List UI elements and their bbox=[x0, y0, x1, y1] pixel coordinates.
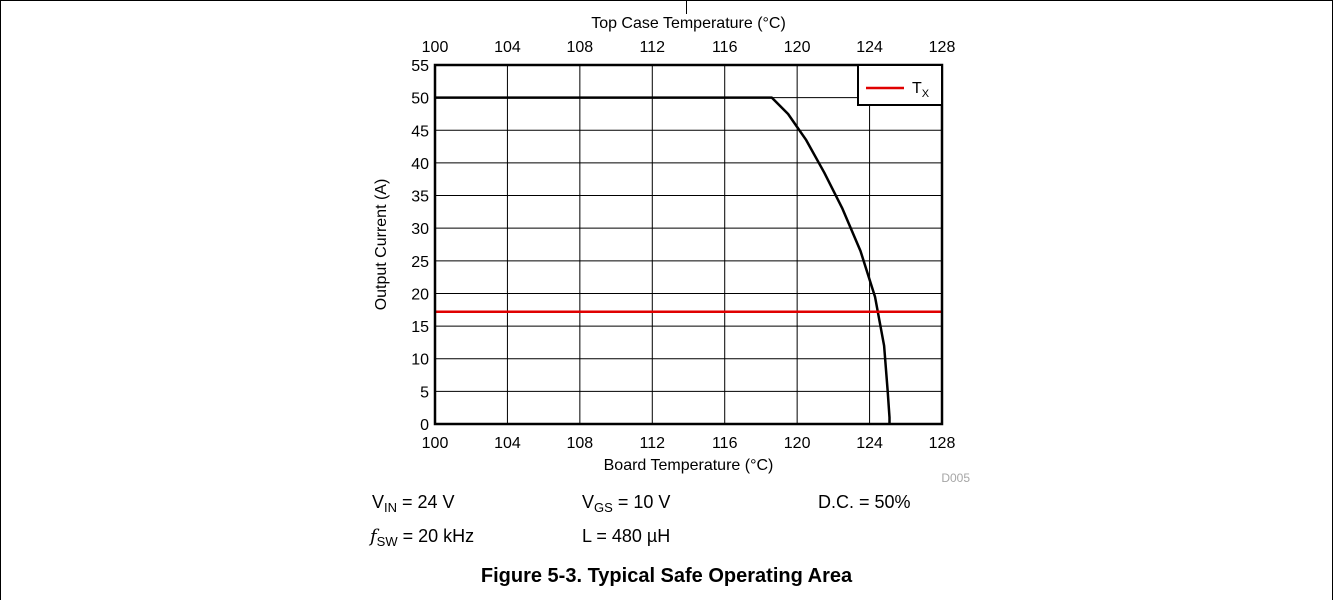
vgs-subscript: GS bbox=[594, 500, 613, 515]
y-tick-label: 45 bbox=[411, 123, 429, 140]
x-axis-title: Board Temperature (°C) bbox=[604, 457, 774, 474]
x-tick-label: 112 bbox=[640, 435, 666, 452]
top-x-tick-label: 128 bbox=[929, 39, 956, 56]
top-x-axis-title: Top Case Temperature (°C) bbox=[591, 15, 786, 32]
top-x-tick-label: 100 bbox=[422, 39, 449, 56]
figure-caption: Figure 5-3. Typical Safe Operating Area bbox=[480, 565, 853, 587]
top-x-tick-label: 112 bbox=[640, 39, 666, 56]
condition-fsw: fSW = 20 kHz bbox=[370, 526, 474, 549]
figure-id: D005 bbox=[941, 471, 970, 485]
y-tick-label: 15 bbox=[411, 319, 429, 336]
page-border-top bbox=[0, 0, 1333, 1]
y-tick-label: 30 bbox=[411, 221, 429, 238]
condition-duty-cycle: D.C. = 50% bbox=[818, 492, 911, 512]
legend-label-sub: X bbox=[922, 88, 930, 100]
y-tick-label: 50 bbox=[411, 91, 429, 108]
legend: TX bbox=[857, 64, 943, 106]
y-tick-labels: 0 5 10 15 20 25 30 35 40 45 50 55 bbox=[411, 58, 429, 434]
grid bbox=[435, 65, 942, 424]
fsw-subscript: SW bbox=[376, 534, 398, 549]
vin-value: = 24 V bbox=[397, 492, 455, 512]
legend-label-main: T bbox=[912, 80, 922, 97]
condition-vin: VIN = 24 V bbox=[372, 492, 455, 515]
vgs-symbol: V bbox=[582, 492, 595, 512]
x-tick-label: 100 bbox=[422, 435, 449, 452]
y-axis-title: Output Current (A) bbox=[373, 179, 390, 311]
vin-symbol: V bbox=[372, 492, 385, 512]
column-divider bbox=[686, 0, 687, 14]
vgs-value: = 10 V bbox=[612, 492, 671, 512]
x-tick-label: 120 bbox=[784, 435, 811, 452]
x-tick-labels: 100 104 108 112 116 120 124 128 bbox=[422, 435, 956, 452]
y-tick-label: 20 bbox=[411, 286, 429, 303]
y-tick-label: 55 bbox=[411, 58, 429, 75]
x-tick-label: 108 bbox=[567, 435, 594, 452]
y-tick-label: 10 bbox=[411, 352, 429, 369]
top-x-tick-labels: 100 104 108 112 116 120 124 128 bbox=[422, 39, 956, 56]
page-border-left bbox=[0, 0, 1, 600]
x-tick-label: 128 bbox=[929, 435, 956, 452]
plot-border bbox=[433, 63, 944, 426]
x-tick-label: 104 bbox=[494, 435, 521, 452]
y-tick-label: 0 bbox=[420, 417, 429, 434]
y-tick-label: 25 bbox=[411, 254, 429, 271]
series-line-current-limit bbox=[435, 96, 891, 424]
top-x-tick-label: 108 bbox=[567, 39, 594, 56]
y-tick-label: 35 bbox=[411, 189, 429, 206]
condition-inductance: L = 480 µH bbox=[582, 526, 671, 546]
x-tick-label: 116 bbox=[712, 435, 738, 452]
top-x-tick-label: 120 bbox=[784, 39, 811, 56]
y-tick-label: 5 bbox=[420, 384, 429, 401]
fsw-value: = 20 kHz bbox=[397, 526, 475, 546]
top-x-tick-label: 116 bbox=[712, 39, 738, 56]
legend-label-tx: TX bbox=[912, 80, 930, 100]
x-tick-label: 124 bbox=[856, 435, 883, 452]
y-tick-label: 40 bbox=[411, 156, 429, 173]
top-x-tick-label: 104 bbox=[494, 39, 521, 56]
series-layer bbox=[435, 96, 942, 424]
vin-subscript: IN bbox=[384, 500, 398, 515]
condition-vgs: VGS = 10 V bbox=[582, 492, 670, 515]
fsw-symbol: f bbox=[370, 526, 377, 547]
legend-box bbox=[857, 64, 943, 106]
top-x-tick-label: 124 bbox=[856, 39, 883, 56]
